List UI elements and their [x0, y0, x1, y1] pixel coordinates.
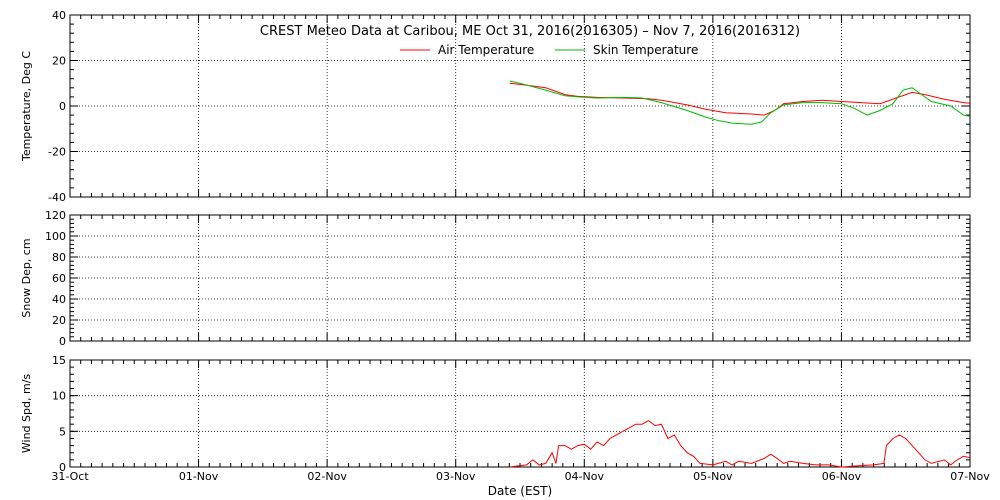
y-tick-label: 10 [52, 390, 66, 403]
series-line-3-1 [509, 420, 971, 468]
y-tick-label: 80 [52, 251, 66, 264]
panel-2: 0 20 40 60 80 100 120 Snow Dep, cm [20, 209, 971, 348]
y-tick-label: 20 [52, 314, 66, 327]
x-tick-label: 06-Nov [822, 470, 862, 483]
plot-area: -40 -20 0 20 40 Temperature, Deg C 0 20 40 60 80 10… [20, 9, 990, 483]
y-tick-label: 5 [59, 425, 66, 438]
panel-frame [69, 359, 971, 468]
x-tick-label: 01-Nov [179, 470, 219, 483]
legend-label-2: Skin Temperature [593, 43, 698, 57]
panel-1: -40 -20 0 20 40 Temperature, Deg C [20, 9, 971, 204]
x-tick-label: 07-Nov [950, 470, 990, 483]
x-tick-label: 03-Nov [436, 470, 476, 483]
x-tick-label: 31-Oct [51, 470, 89, 483]
y-tick-label: 60 [52, 272, 66, 285]
x-tick-label: 02-Nov [307, 470, 347, 483]
y-tick-label: 0 [59, 100, 66, 113]
legend: Air Temperature Skin Temperature [400, 43, 698, 57]
legend-label-1: Air Temperature [438, 43, 534, 57]
series-line-1-1 [509, 82, 971, 116]
x-axis-label: Date (EST) [488, 484, 552, 498]
panel-3: 0 5 10 15 Wind Spd, m/s 31-Oct 01-Nov 02-Nov 03-… [20, 354, 990, 483]
y-tick-label: 0 [59, 461, 66, 474]
y-tick-label: 40 [52, 293, 66, 306]
y-axis-label: Wind Spd, m/s [20, 374, 33, 454]
y-tick-label: 40 [52, 9, 66, 22]
y-tick-label: 15 [52, 354, 66, 367]
x-tick-label: 04-Nov [565, 470, 605, 483]
chart-title: CREST Meteo Data at Caribou, ME Oct 31, … [260, 24, 800, 39]
y-axis-label: Snow Dep, cm [20, 238, 33, 317]
y-tick-label: -40 [48, 191, 66, 204]
y-tick-label: 0 [59, 335, 66, 348]
y-axis-label: Temperature, Deg C [20, 51, 33, 162]
y-tick-label: -20 [48, 146, 66, 159]
y-tick-label: 100 [45, 230, 66, 243]
y-tick-label: 120 [45, 209, 66, 222]
y-tick-label: 20 [52, 55, 66, 68]
x-tick-label: 05-Nov [693, 470, 733, 483]
series-line-1-2 [509, 80, 971, 125]
